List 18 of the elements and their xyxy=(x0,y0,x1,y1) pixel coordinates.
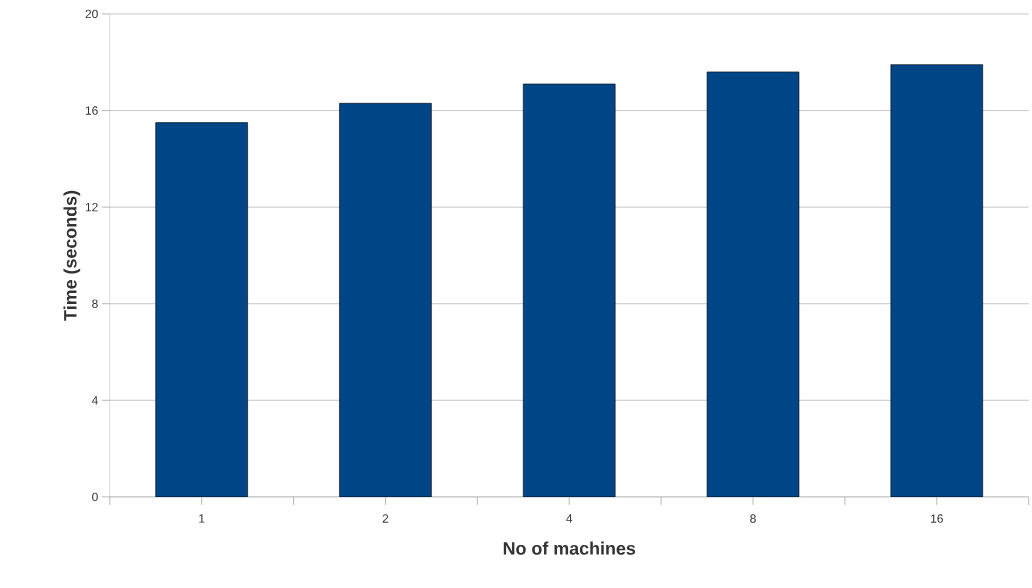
y-tick-label: 4 xyxy=(91,396,98,405)
y-tick-label: 8 xyxy=(92,299,98,309)
x-tick-label: 1 xyxy=(199,514,205,523)
y-tick-label: 12 xyxy=(85,203,98,212)
x-axis-title: No of machines xyxy=(503,541,636,555)
bar xyxy=(339,103,432,498)
x-tick-label: 4 xyxy=(566,514,573,523)
bar xyxy=(522,83,616,498)
bar xyxy=(706,71,800,498)
x-tick-label: 8 xyxy=(750,514,756,523)
y-tick-label: 20 xyxy=(85,9,98,19)
y-tick-label: 16 xyxy=(85,106,98,115)
y-axis-title: Time (seconds) xyxy=(63,191,81,321)
x-tick-label: 16 xyxy=(931,514,943,523)
bar xyxy=(890,64,984,498)
x-tick-label: 2 xyxy=(382,514,389,523)
bar xyxy=(155,122,248,498)
y-tick-label: 0 xyxy=(92,492,98,502)
